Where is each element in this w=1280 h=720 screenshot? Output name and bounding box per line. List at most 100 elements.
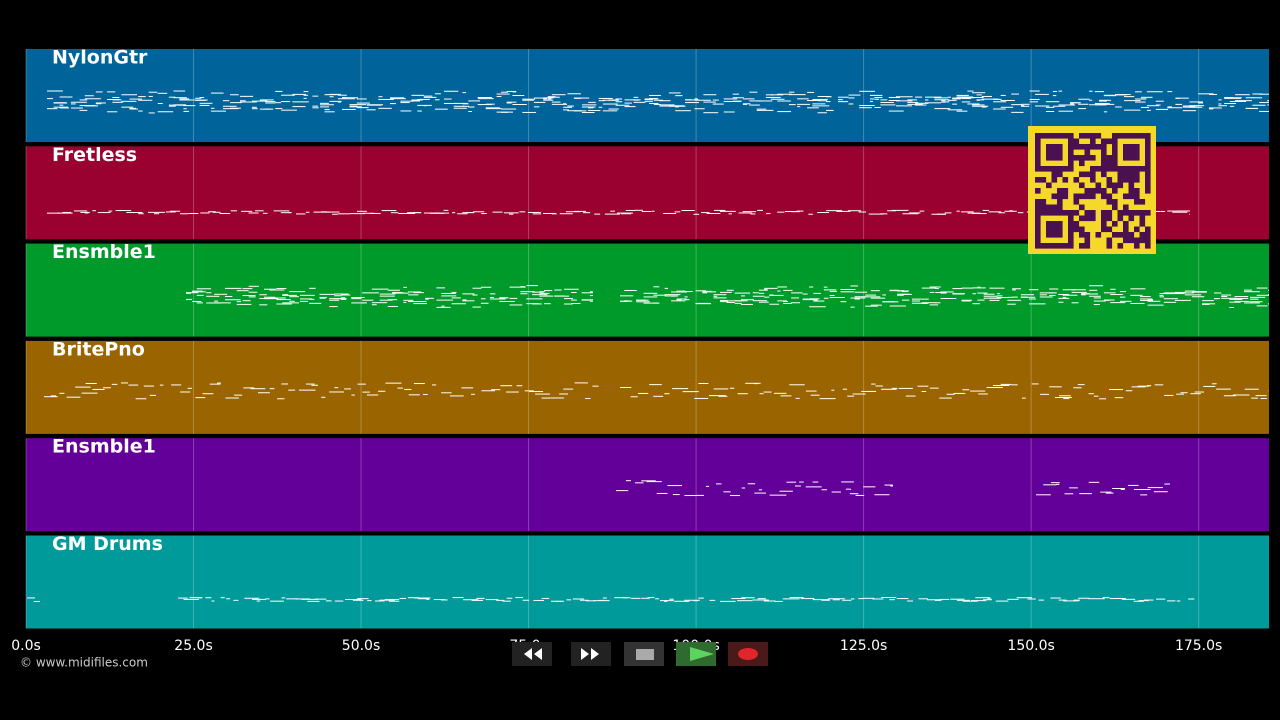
record-button[interactable] — [728, 642, 768, 666]
qr-module — [1128, 232, 1135, 238]
qr-module — [1035, 243, 1041, 249]
qr-module — [1079, 160, 1085, 167]
qr-module — [1128, 237, 1135, 244]
qr-module — [1112, 149, 1118, 156]
qr-module — [1073, 226, 1080, 233]
qr-module — [1112, 160, 1118, 167]
time-label: 50.0s — [342, 638, 380, 654]
qr-module — [1117, 166, 1124, 172]
qr-module — [1139, 133, 1146, 139]
qr-module — [1123, 171, 1129, 178]
qr-module — [1057, 155, 1063, 161]
qr-module — [1051, 144, 1058, 150]
qr-module — [1084, 188, 1091, 194]
qr-module — [1062, 133, 1069, 139]
qr-module — [1079, 232, 1085, 238]
qr-module — [1123, 177, 1129, 183]
qr-module — [1134, 226, 1140, 233]
qr-module — [1101, 155, 1107, 161]
qr-module — [1079, 215, 1085, 222]
qr-module — [1106, 193, 1113, 200]
qr-module — [1145, 182, 1151, 189]
track-lane — [26, 438, 1269, 532]
qr-module — [1145, 237, 1151, 244]
icon — [738, 648, 758, 660]
qr-module — [1139, 221, 1146, 227]
qr-module — [1068, 210, 1074, 216]
qr-module — [1073, 144, 1080, 150]
qr-module — [1123, 155, 1129, 161]
qr-module — [1139, 210, 1146, 216]
qr-module — [1035, 226, 1041, 233]
qr-module — [1046, 149, 1052, 156]
qr-module — [1040, 133, 1047, 139]
qr-module — [1101, 188, 1107, 194]
qr-module — [1145, 171, 1151, 178]
rewind-button[interactable] — [512, 642, 552, 666]
qr-module — [1106, 182, 1113, 189]
qr-module — [1134, 243, 1140, 249]
qr-pattern — [1035, 133, 1151, 249]
qr-module — [1117, 243, 1124, 249]
qr-module — [1117, 182, 1124, 189]
qr-module — [1035, 199, 1041, 205]
play-button[interactable] — [676, 642, 716, 666]
qr-module — [1123, 226, 1129, 233]
qr-module — [1117, 133, 1124, 139]
qr-module — [1062, 243, 1069, 249]
qr-module — [1079, 133, 1085, 139]
qr-module — [1134, 237, 1140, 244]
qr-module — [1073, 193, 1080, 200]
qr-module — [1145, 226, 1151, 233]
qr-module — [1106, 199, 1113, 205]
qr-module — [1051, 193, 1058, 200]
qr-module — [1051, 226, 1058, 233]
qr-module — [1106, 177, 1113, 183]
qr-module — [1101, 166, 1107, 172]
qr-module — [1079, 193, 1085, 200]
qr-module — [1079, 226, 1085, 233]
stop-button[interactable] — [624, 642, 664, 666]
icon — [690, 647, 714, 661]
qr-module — [1112, 155, 1118, 161]
qr-module — [1117, 232, 1124, 238]
qr-module — [1090, 155, 1096, 161]
qr-module — [1084, 210, 1091, 216]
icon — [581, 648, 599, 660]
qr-module — [1145, 138, 1151, 145]
qr-module — [1095, 232, 1102, 238]
qr-module — [1145, 177, 1151, 183]
qr-module — [1090, 177, 1096, 183]
track-lane — [26, 243, 1269, 337]
qr-module — [1051, 133, 1058, 139]
qr-module — [1040, 166, 1047, 172]
qr-module — [1073, 138, 1080, 145]
qr-module — [1123, 149, 1129, 156]
qr-module — [1068, 149, 1074, 156]
qr-module — [1073, 155, 1080, 161]
qr-module — [1101, 138, 1107, 145]
qr-module — [1112, 182, 1118, 189]
qr-module — [1046, 182, 1052, 189]
qr-module — [1112, 204, 1118, 211]
qr-module — [1101, 215, 1107, 222]
qr-module — [1068, 221, 1074, 227]
qr-module — [1051, 232, 1058, 238]
qr-module — [1068, 166, 1074, 172]
qr-module — [1068, 232, 1074, 238]
qr-module — [1057, 204, 1063, 211]
qr-module — [1134, 199, 1140, 205]
qr-module — [1079, 182, 1085, 189]
qr-module — [1051, 149, 1058, 156]
qr-module — [1046, 144, 1052, 150]
icon — [636, 649, 654, 660]
forward-button[interactable] — [571, 642, 611, 666]
qr-module — [1101, 149, 1107, 156]
qr-module — [1084, 149, 1091, 156]
qr-module — [1040, 177, 1047, 183]
qr-module — [1106, 237, 1113, 244]
qr-module — [1084, 237, 1091, 244]
qr-module — [1040, 210, 1047, 216]
qr-module — [1101, 193, 1107, 200]
